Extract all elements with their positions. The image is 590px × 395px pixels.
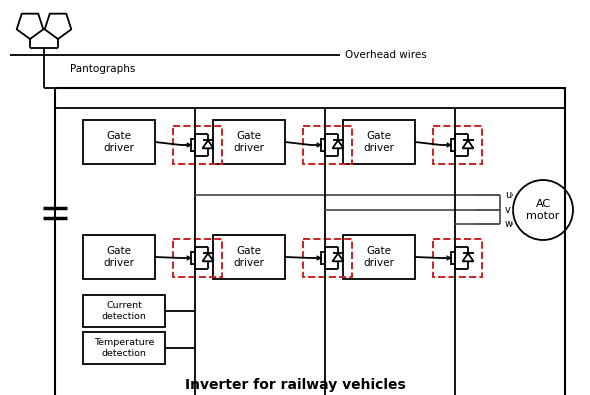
Bar <box>83 332 165 364</box>
Text: Gate
driver: Gate driver <box>363 246 395 268</box>
Bar <box>303 126 352 164</box>
Bar <box>173 239 222 277</box>
Bar <box>343 235 415 279</box>
Text: Overhead wires: Overhead wires <box>345 50 427 60</box>
Text: Gate
driver: Gate driver <box>104 246 135 268</box>
Text: Gate
driver: Gate driver <box>363 131 395 153</box>
Text: Gate
driver: Gate driver <box>234 246 264 268</box>
Bar <box>83 295 165 327</box>
Bar <box>213 120 285 164</box>
Bar <box>83 235 155 279</box>
Text: AC
motor: AC motor <box>526 199 560 221</box>
Text: v: v <box>505 205 511 215</box>
Bar <box>83 120 155 164</box>
Text: w: w <box>505 219 513 229</box>
Bar <box>433 239 482 277</box>
Bar <box>303 239 352 277</box>
Bar <box>343 120 415 164</box>
Text: u: u <box>505 190 512 200</box>
Bar <box>173 126 222 164</box>
Text: Gate
driver: Gate driver <box>104 131 135 153</box>
Text: Gate
driver: Gate driver <box>234 131 264 153</box>
Bar <box>55 88 565 395</box>
Text: Current
detection: Current detection <box>101 301 146 321</box>
Text: Inverter for railway vehicles: Inverter for railway vehicles <box>185 378 405 392</box>
Bar <box>433 126 482 164</box>
Text: Pantographs: Pantographs <box>70 64 135 74</box>
Bar <box>213 235 285 279</box>
Text: Temperature
detection: Temperature detection <box>94 338 154 358</box>
